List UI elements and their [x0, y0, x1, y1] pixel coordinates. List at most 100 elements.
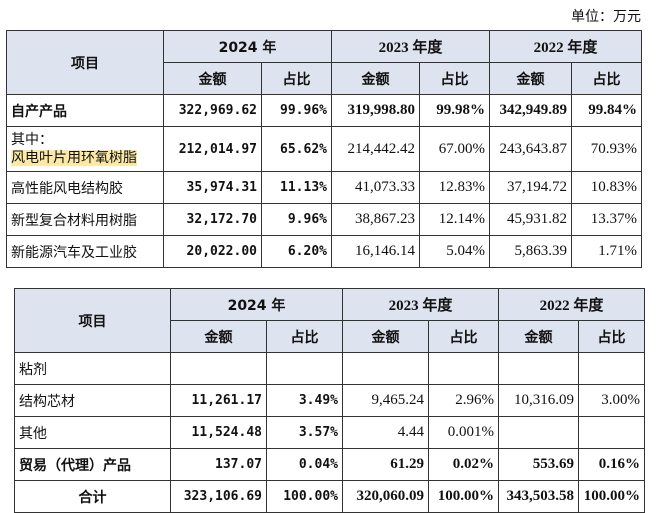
table-row-total: 合计 323,106.69 100.00% 320,060.09 100.00%… — [14, 480, 646, 513]
cell-ratio-2022: 13.37% — [571, 203, 643, 236]
cell-amount-2024: 11,261.17 — [170, 384, 267, 417]
cell-ratio-2023: 0.001% — [427, 416, 500, 449]
cell-amount-2024: 137.07 — [170, 448, 267, 481]
header-ratio: 占比 — [418, 62, 491, 95]
row-label: 自产产品 — [6, 94, 164, 127]
cell-amount-2023: 319,998.80 — [331, 94, 420, 127]
cell-amount-2022: 10,316.09 — [498, 384, 580, 417]
header-2023: 2023 年度 — [330, 30, 491, 63]
cell-ratio-2022: 0.16% — [578, 448, 646, 481]
header-ratio: 占比 — [427, 320, 500, 353]
header-amount: 金额 — [498, 320, 580, 353]
cell-ratio-2022 — [578, 416, 646, 449]
cell-ratio-2022: 10.83% — [571, 171, 643, 204]
cell-ratio-2024 — [266, 352, 343, 385]
cell-amount-2023 — [342, 352, 429, 385]
cell-ratio-2022: 100.00% — [578, 480, 646, 513]
row-label: 粘剂 — [14, 352, 171, 385]
cell-amount-2023: 38,867.23 — [331, 203, 420, 236]
row-label: 合计 — [14, 480, 171, 513]
cell-ratio-2023: 0.02% — [427, 448, 500, 481]
cell-amount-2023: 4.44 — [342, 416, 429, 449]
cell-ratio-2024: 11.13% — [261, 171, 332, 204]
cell-ratio-2024: 99.96% — [261, 94, 332, 127]
table-row: 自产产品 322,969.62 99.96% 319,998.80 99.98%… — [6, 94, 643, 127]
cell-ratio-2023: 12.83% — [418, 171, 491, 204]
header-ratio: 占比 — [266, 320, 343, 353]
header-ratio: 占比 — [578, 320, 646, 353]
unit-label: 单位：万元 — [571, 9, 641, 25]
cell-ratio-2024: 6.20% — [261, 235, 332, 268]
row-label: 其中： 风电叶片用环氧树脂 — [6, 126, 164, 172]
cell-amount-2023: 320,060.09 — [342, 480, 429, 513]
table-row: 新型复合材料用树脂 32,172.70 9.96% 38,867.23 12.1… — [6, 203, 643, 236]
revenue-table-bottom: 项目 2024 年 2023 年度 2022 年度 金额 占比 金额 占比 金额… — [14, 288, 646, 513]
cell-amount-2024: 11,524.48 — [170, 416, 267, 449]
header-2022: 2022 年度 — [498, 288, 646, 321]
table-row: 其中： 风电叶片用环氧树脂 212,014.97 65.62% 214,442.… — [6, 126, 643, 172]
header-amount: 金额 — [489, 62, 573, 95]
cell-ratio-2024: 9.96% — [261, 203, 332, 236]
header-ratio: 占比 — [571, 62, 643, 95]
cell-ratio-2023: 67.00% — [418, 126, 491, 172]
row-label: 其他 — [14, 416, 171, 449]
cell-ratio-2023: 12.14% — [418, 203, 491, 236]
table-header-row: 项目 2024 年 2023 年度 2022 年度 — [6, 30, 643, 95]
cell-amount-2024: 212,014.97 — [163, 126, 262, 172]
cell-ratio-2023 — [427, 352, 500, 385]
row-label: 新能源汽车及工业胶 — [6, 235, 164, 268]
cell-amount-2022: 342,949.89 — [489, 94, 573, 127]
table-subheader-row: 金额 占比 金额 占比 金额 占比 — [15, 320, 646, 353]
header-item: 项目 — [6, 30, 164, 95]
row-label: 新型复合材料用树脂 — [6, 203, 164, 236]
table-row: 高性能风电结构胶 35,974.31 11.13% 41,073.33 12.8… — [6, 171, 643, 204]
cell-ratio-2022 — [578, 352, 646, 385]
cell-amount-2022: 45,931.82 — [489, 203, 573, 236]
header-amount: 金额 — [331, 62, 420, 95]
cell-amount-2022: 37,194.72 — [489, 171, 573, 204]
cell-ratio-2022: 1.71% — [571, 235, 643, 268]
row-label-prefix: 其中： — [11, 132, 53, 148]
cell-ratio-2023: 99.98% — [418, 94, 491, 127]
cell-ratio-2024: 100.00% — [266, 480, 343, 513]
cell-amount-2024: 322,969.62 — [163, 94, 262, 127]
row-label: 高性能风电结构胶 — [6, 171, 164, 204]
cell-amount-2022 — [498, 416, 580, 449]
cell-amount-2023: 16,146.14 — [331, 235, 420, 268]
header-2024: 2024 年 — [170, 288, 343, 321]
header-2022: 2022 年度 — [489, 30, 643, 63]
row-label: 结构芯材 — [14, 384, 171, 417]
cell-amount-2023: 41,073.33 — [331, 171, 420, 204]
cell-amount-2024 — [170, 352, 267, 385]
header-amount: 金额 — [163, 62, 262, 95]
table-header-row: 项目 2024 年 2023 年度 2022 年度 — [14, 288, 646, 353]
cell-amount-2022 — [498, 352, 580, 385]
cell-amount-2024: 20,022.00 — [163, 235, 262, 268]
revenue-table-top: 项目 2024 年 2023 年度 2022 年度 金额 占比 金额 占比 金额… — [6, 30, 643, 268]
cell-ratio-2023: 5.04% — [418, 235, 491, 268]
cell-amount-2023: 214,442.42 — [331, 126, 420, 172]
table-subheader-row: 金额 占比 金额 占比 金额 占比 — [7, 62, 643, 95]
table-row: 粘剂 — [14, 352, 646, 385]
cell-amount-2022: 5,863.39 — [489, 235, 573, 268]
cell-ratio-2024: 65.62% — [261, 126, 332, 172]
cell-ratio-2022: 70.93% — [571, 126, 643, 172]
header-ratio: 占比 — [261, 62, 332, 95]
cell-ratio-2024: 0.04% — [266, 448, 343, 481]
cell-amount-2024: 32,172.70 — [163, 203, 262, 236]
cell-amount-2022: 243,643.87 — [489, 126, 573, 172]
cell-ratio-2022: 3.00% — [578, 384, 646, 417]
cell-amount-2022: 553.69 — [498, 448, 580, 481]
cell-ratio-2024: 3.49% — [266, 384, 343, 417]
cell-ratio-2024: 3.57% — [266, 416, 343, 449]
cell-ratio-2023: 100.00% — [427, 480, 500, 513]
table-row: 贸易（代理）产品 137.07 0.04% 61.29 0.02% 553.69… — [14, 448, 646, 481]
cell-ratio-2023: 2.96% — [427, 384, 500, 417]
table-row: 新能源汽车及工业胶 20,022.00 6.20% 16,146.14 5.04… — [6, 235, 643, 268]
header-item: 项目 — [14, 288, 171, 353]
header-2023: 2023 年度 — [341, 288, 500, 321]
header-amount: 金额 — [170, 320, 267, 353]
table-row: 其他 11,524.48 3.57% 4.44 0.001% — [14, 416, 646, 449]
cell-amount-2024: 323,106.69 — [170, 480, 267, 513]
header-amount: 金额 — [342, 320, 429, 353]
